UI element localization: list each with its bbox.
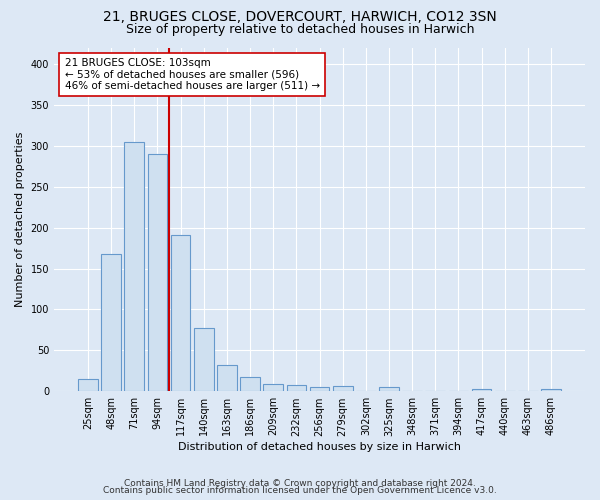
X-axis label: Distribution of detached houses by size in Harwich: Distribution of detached houses by size … <box>178 442 461 452</box>
Bar <box>541 389 561 392</box>
Bar <box>310 387 329 392</box>
Bar <box>287 385 306 392</box>
Y-axis label: Number of detached properties: Number of detached properties <box>15 132 25 307</box>
Bar <box>78 379 98 392</box>
Bar <box>194 328 214 392</box>
Text: Contains public sector information licensed under the Open Government Licence v3: Contains public sector information licen… <box>103 486 497 495</box>
Bar <box>379 387 399 392</box>
Bar <box>124 142 144 392</box>
Bar <box>240 376 260 392</box>
Bar <box>472 389 491 392</box>
Bar <box>171 235 190 392</box>
Bar <box>101 254 121 392</box>
Text: Size of property relative to detached houses in Harwich: Size of property relative to detached ho… <box>126 22 474 36</box>
Text: 21 BRUGES CLOSE: 103sqm
← 53% of detached houses are smaller (596)
46% of semi-d: 21 BRUGES CLOSE: 103sqm ← 53% of detache… <box>65 58 320 91</box>
Text: 21, BRUGES CLOSE, DOVERCOURT, HARWICH, CO12 3SN: 21, BRUGES CLOSE, DOVERCOURT, HARWICH, C… <box>103 10 497 24</box>
Bar <box>217 365 237 392</box>
Text: Contains HM Land Registry data © Crown copyright and database right 2024.: Contains HM Land Registry data © Crown c… <box>124 478 476 488</box>
Bar <box>333 386 353 392</box>
Bar <box>148 154 167 392</box>
Bar <box>263 384 283 392</box>
